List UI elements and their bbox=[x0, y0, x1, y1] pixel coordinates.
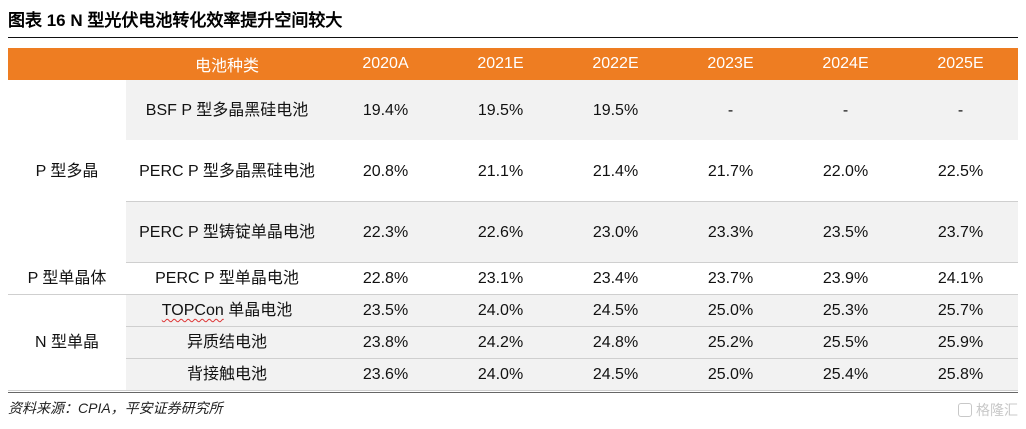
cell-value: 23.3% bbox=[673, 201, 788, 263]
cell-value: 23.8% bbox=[328, 326, 443, 359]
cell-value: 25.3% bbox=[788, 294, 903, 327]
cell-value: 24.8% bbox=[558, 326, 673, 359]
cell-value: 25.7% bbox=[903, 294, 1018, 327]
gelonghui-logo-icon bbox=[958, 403, 972, 417]
source-divider bbox=[8, 392, 1018, 393]
cell-value: 25.2% bbox=[673, 326, 788, 359]
cell-value: 21.4% bbox=[558, 140, 673, 202]
cell-type: PERC P 型铸锭单晶电池 bbox=[126, 201, 328, 263]
header-empty bbox=[8, 48, 126, 80]
cell-value: 19.5% bbox=[443, 80, 558, 141]
cell-value: 23.1% bbox=[443, 262, 558, 295]
cell-value: 21.7% bbox=[673, 140, 788, 202]
cell-value: 24.0% bbox=[443, 294, 558, 327]
cell-value: 23.0% bbox=[558, 201, 673, 263]
watermark: 格隆汇 bbox=[958, 400, 1018, 420]
cell-value: - bbox=[903, 80, 1018, 141]
table-row: PERC P 型多晶黑硅电池 20.8% 21.1% 21.4% 21.7% 2… bbox=[8, 140, 1018, 202]
cell-value: 23.4% bbox=[558, 262, 673, 295]
figure-title: 图表 16 N 型光伏电池转化效率提升空间较大 bbox=[8, 11, 343, 30]
cell-value: 24.1% bbox=[903, 262, 1018, 295]
source-note: 资料来源：CPIA，平安证券研究所 bbox=[8, 400, 223, 416]
header-category: 电池种类 bbox=[126, 48, 328, 80]
header-year: 2024E bbox=[788, 48, 903, 80]
cell-type: TOPCon 单晶电池 bbox=[126, 294, 328, 327]
cell-value: 24.5% bbox=[558, 294, 673, 327]
cell-value: 25.4% bbox=[788, 358, 903, 391]
cell-value: 23.7% bbox=[903, 201, 1018, 263]
table-row: N 型单晶 TOPCon 单晶电池 23.5% 24.0% 24.5% 25.0… bbox=[8, 294, 1018, 391]
cell-type: PERC P 型多晶黑硅电池 bbox=[126, 140, 328, 202]
cell-value: 23.7% bbox=[673, 262, 788, 295]
cell-value: 19.5% bbox=[558, 80, 673, 141]
table-row: P 型单晶体 PERC P 型单晶电池 22.8% 23.1% 23.4% 23… bbox=[8, 262, 1018, 295]
cell-value: 25.0% bbox=[673, 294, 788, 327]
table-row: PERC P 型铸锭单晶电池 22.3% 22.6% 23.0% 23.3% 2… bbox=[8, 201, 1018, 263]
cell-value: 22.0% bbox=[788, 140, 903, 202]
cell-value: 25.0% bbox=[673, 358, 788, 391]
cell-value: 24.0% bbox=[443, 358, 558, 391]
cell-value: 23.6% bbox=[328, 358, 443, 391]
cell-value: 22.3% bbox=[328, 201, 443, 263]
table-header-row: 电池种类 2020A 2021E 2022E 2023E 2024E 2025E bbox=[8, 48, 1018, 80]
group-label: P 型单晶体 bbox=[8, 262, 126, 295]
cell-type-suffix: 单晶电池 bbox=[223, 302, 293, 319]
cell-value: 21.1% bbox=[443, 140, 558, 202]
header-year: 2021E bbox=[443, 48, 558, 80]
cell-type: BSF P 型多晶黑硅电池 bbox=[126, 80, 328, 141]
watermark-text: 格隆汇 bbox=[976, 402, 1018, 418]
cell-value: 19.4% bbox=[328, 80, 443, 141]
cell-value: 23.5% bbox=[328, 294, 443, 327]
cell-value: - bbox=[788, 80, 903, 141]
header-year: 2023E bbox=[673, 48, 788, 80]
table-row: 背接触电池 23.6% 24.0% 24.5% 25.0% 25.4% 25.8… bbox=[8, 358, 1018, 391]
header-year: 2025E bbox=[903, 48, 1018, 80]
cell-value: 22.6% bbox=[443, 201, 558, 263]
cell-value: 23.9% bbox=[788, 262, 903, 295]
cell-type: 异质结电池 bbox=[126, 326, 328, 359]
group-label: P 型多晶 bbox=[8, 80, 126, 263]
title-divider bbox=[8, 37, 1018, 38]
header-year: 2020A bbox=[328, 48, 443, 80]
efficiency-table: 电池种类 2020A 2021E 2022E 2023E 2024E 2025E… bbox=[8, 48, 1018, 391]
cell-value: 25.8% bbox=[903, 358, 1018, 391]
cell-value: 22.5% bbox=[903, 140, 1018, 202]
cell-value: 20.8% bbox=[328, 140, 443, 202]
cell-type: PERC P 型单晶电池 bbox=[126, 262, 328, 295]
cell-value: 25.9% bbox=[903, 326, 1018, 359]
spellcheck-underlined-text: TOPCon bbox=[161, 302, 224, 319]
cell-value: - bbox=[673, 80, 788, 141]
table-row: P 型多晶 BSF P 型多晶黑硅电池 19.4% 19.5% 19.5% - … bbox=[8, 80, 1018, 263]
cell-value: 25.5% bbox=[788, 326, 903, 359]
cell-value: 22.8% bbox=[328, 262, 443, 295]
header-year: 2022E bbox=[558, 48, 673, 80]
cell-value: 24.5% bbox=[558, 358, 673, 391]
cell-value: 23.5% bbox=[788, 201, 903, 263]
table-row: 异质结电池 23.8% 24.2% 24.8% 25.2% 25.5% 25.9… bbox=[8, 326, 1018, 359]
cell-value: 24.2% bbox=[443, 326, 558, 359]
cell-type: 背接触电池 bbox=[126, 358, 328, 391]
group-label: N 型单晶 bbox=[8, 294, 126, 391]
